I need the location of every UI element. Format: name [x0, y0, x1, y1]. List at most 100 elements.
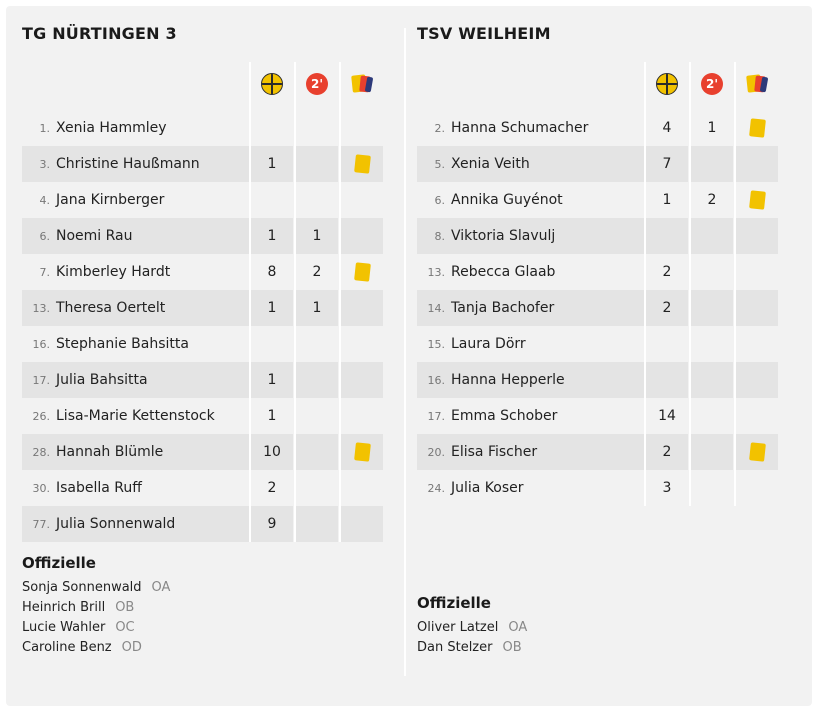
official-entry: Sonja Sonnenwald OA — [22, 580, 170, 595]
player-name-cell: 1. Xenia Hammley — [22, 110, 249, 146]
player-name: Theresa Oertelt — [56, 300, 166, 316]
player-name-cell: 13. Rebecca Glaab — [417, 254, 644, 290]
player-number: 16. — [427, 373, 446, 387]
two-minute-cell — [691, 146, 733, 182]
two-minute-cell: 2 — [707, 192, 717, 208]
goals-cell: 1 — [251, 290, 293, 326]
yellow-card-icon — [748, 442, 766, 462]
player-name-cell: 7. Kimberley Hardt — [22, 254, 249, 290]
player-number: 77. — [32, 517, 51, 531]
two-minute-cell — [691, 218, 733, 254]
player-number: 6. — [434, 193, 446, 207]
goals-cell: 10 — [251, 434, 293, 470]
player-name: Tanja Bachofer — [451, 300, 555, 316]
player-number: 24. — [427, 481, 446, 495]
player-name-cell: 24. Julia Koser — [417, 470, 644, 506]
goals-cell: 2 — [646, 290, 688, 326]
goal-ball-icon — [261, 73, 283, 95]
card-cell — [341, 398, 383, 434]
home-team-title: TG NÜRTINGEN 3 — [22, 24, 177, 43]
player-number: 2. — [434, 121, 446, 135]
player-name: Laura Dörr — [451, 336, 526, 352]
official-role: OA — [151, 580, 171, 595]
official-name: Sonja Sonnenwald — [22, 580, 142, 595]
column-header — [251, 62, 293, 106]
column-separator — [249, 62, 251, 542]
player-row: 30. Isabella Ruff 2 — [22, 470, 384, 506]
player-name-cell: 2. Hanna Schumacher — [417, 110, 644, 146]
player-number: 20. — [427, 445, 446, 459]
card-cell — [736, 398, 778, 434]
goals-cell: 2 — [267, 480, 277, 496]
player-name: Kimberley Hardt — [56, 264, 171, 280]
player-number: 13. — [32, 301, 51, 315]
player-name: Rebecca Glaab — [451, 264, 556, 280]
column-separator — [734, 62, 736, 506]
column-separator — [294, 62, 296, 542]
player-number: 14. — [427, 301, 446, 315]
player-name-cell: 14. Tanja Bachofer — [417, 290, 644, 326]
goals-cell — [646, 362, 688, 398]
column-header — [736, 62, 778, 106]
official-entry: Oliver Latzel OA — [417, 620, 527, 635]
goals-cell — [251, 326, 293, 362]
official-entry: Heinrich Brill OB — [22, 600, 134, 615]
card-cell — [736, 326, 778, 362]
player-row: 13. Theresa Oertelt 1 1 — [22, 290, 384, 326]
player-name: Annika Guyénot — [451, 192, 563, 208]
official-entry: Lucie Wahler OC — [22, 620, 135, 635]
player-name-cell: 28. Hannah Blümle — [22, 434, 249, 470]
two-minute-cell — [296, 326, 338, 362]
player-name-cell: 8. Viktoria Slavulj — [417, 218, 644, 254]
goals-cell: 1 — [251, 362, 293, 398]
player-row: 3. Christine Haußmann 1 — [22, 146, 384, 182]
player-row: 20. Elisa Fischer 2 — [417, 434, 779, 470]
two-minute-cell — [296, 434, 338, 470]
goals-cell: 1 — [662, 192, 672, 208]
player-row: 6. Noemi Rau 1 1 — [22, 218, 384, 254]
yellow-card-icon — [353, 154, 371, 174]
card-cell — [736, 110, 778, 146]
goals-cell: 7 — [646, 146, 688, 182]
player-name: Viktoria Slavulj — [451, 228, 556, 244]
player-number: 13. — [427, 265, 446, 279]
player-name-cell: 3. Christine Haußmann — [22, 146, 249, 182]
goals-cell — [251, 110, 293, 146]
two-minute-cell — [691, 434, 733, 470]
player-row: 16. Hanna Hepperle — [417, 362, 779, 398]
player-row: 17. Julia Bahsitta 1 — [22, 362, 384, 398]
goal-ball-icon — [656, 73, 678, 95]
card-cell — [736, 362, 778, 398]
card-cell — [736, 182, 778, 218]
away-officials-heading: Offizielle — [417, 594, 491, 612]
player-name-cell: 4. Jana Kirnberger — [22, 182, 249, 218]
card-cell — [736, 146, 778, 182]
player-row: 15. Laura Dörr — [417, 326, 779, 362]
player-row: 77. Julia Sonnenwald 9 — [22, 506, 384, 542]
player-number: 6. — [39, 229, 51, 243]
card-cell — [341, 182, 383, 218]
player-row: 2. Hanna Schumacher 4 1 — [417, 110, 779, 146]
two-minute-penalty-icon: 2' — [306, 73, 328, 95]
official-name: Heinrich Brill — [22, 600, 106, 615]
away-player-list: 2. Hanna Schumacher 4 1 5. Xenia Veith 7 6. Anni… — [417, 110, 779, 506]
column-separator — [644, 62, 646, 506]
player-row: 24. Julia Koser 3 — [417, 470, 779, 506]
column-separator — [339, 62, 341, 542]
player-name: Hanna Hepperle — [451, 372, 565, 388]
player-name: Noemi Rau — [56, 228, 133, 244]
player-row: 13. Rebecca Glaab 2 — [417, 254, 779, 290]
player-name-cell: 13. Theresa Oertelt — [22, 290, 249, 326]
two-minute-penalty-icon: 2' — [701, 73, 723, 95]
card-cell — [341, 326, 383, 362]
two-minute-cell — [691, 290, 733, 326]
column-header — [646, 62, 688, 106]
goals-cell: 1 — [251, 218, 293, 254]
card-cell — [341, 254, 383, 290]
goals-cell: 14 — [658, 408, 676, 424]
two-minute-cell: 1 — [707, 120, 717, 136]
two-minute-cell: 1 — [296, 290, 338, 326]
card-cell — [736, 434, 778, 470]
two-minute-cell: 1 — [296, 218, 338, 254]
player-number: 5. — [434, 157, 446, 171]
